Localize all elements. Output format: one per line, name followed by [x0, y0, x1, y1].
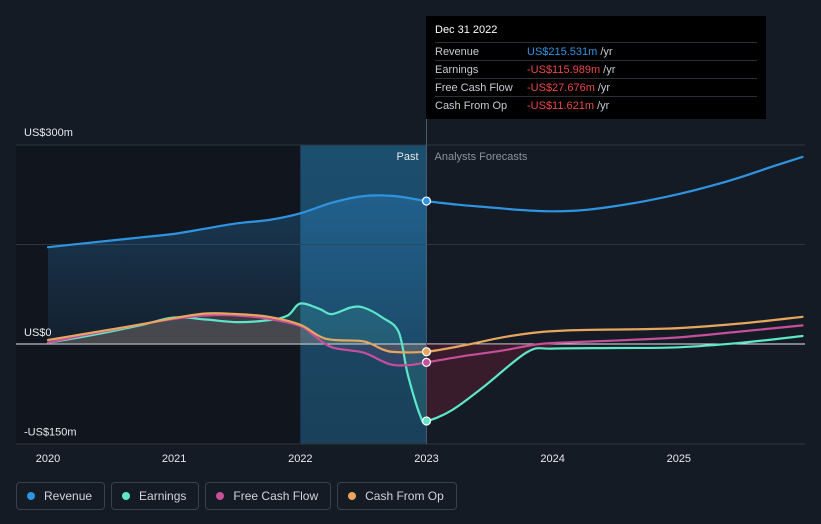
tooltip-row-label: Cash From Op [435, 99, 508, 112]
forecast-label: Analysts Forecasts [435, 151, 528, 163]
series-area [48, 303, 427, 421]
tooltip-row-value: -US$115.989m [527, 63, 601, 76]
marker-revenue [421, 196, 432, 206]
tooltip-row: Revenue US$215.531m/yr [435, 42, 757, 60]
data-tooltip: Dec 31 2022 Revenue US$215.531m/yr Earning… [426, 16, 766, 119]
legend-label: Revenue [44, 489, 93, 503]
x-tick-label: 2022 [288, 453, 312, 465]
tooltip-row-label: Free Cash Flow [435, 81, 513, 94]
marker-free-cash-flow [421, 357, 432, 367]
legend-label: Free Cash Flow [233, 489, 319, 503]
x-tick-label: 2025 [667, 453, 691, 465]
earnings-forecast-area [426, 344, 553, 421]
tooltip-row-unit: /yr [600, 45, 613, 58]
marker-cash-from-op [421, 347, 432, 357]
tooltip-row-value: -US$11.621m [527, 99, 595, 112]
x-tick-label: 2020 [36, 453, 60, 465]
legend-item-cash-from-op[interactable]: Cash From Op [337, 482, 457, 510]
tooltip-row: Free Cash Flow -US$27.676m/yr [435, 78, 757, 96]
legend-dot-icon [122, 492, 131, 500]
legend-item-free-cash-flow[interactable]: Free Cash Flow [205, 482, 332, 510]
line-cash-from-op [46, 312, 804, 354]
tooltip-date: Dec 31 2022 [435, 24, 498, 36]
legend-item-revenue[interactable]: Revenue [16, 482, 106, 510]
legend-dot-icon [348, 492, 357, 500]
tooltip-row-unit: /yr [603, 63, 616, 76]
revenue-area [48, 195, 427, 344]
tooltip-row-label: Earnings [435, 63, 479, 76]
y-tick-label: US$300m [24, 127, 73, 139]
tooltip-row-value: -US$27.676m [527, 81, 595, 94]
tooltip-row: Earnings -US$115.989m/yr [435, 60, 757, 78]
legend-item-earnings[interactable]: Earnings [111, 482, 200, 510]
tooltip-row-value: US$215.531m [527, 45, 598, 58]
legend-dot-icon [27, 492, 35, 500]
x-tick-label: 2023 [414, 453, 438, 465]
tooltip-row-unit: /yr [597, 99, 610, 112]
tooltip-row-unit: /yr [597, 81, 611, 94]
legend-label: Cash From Op [365, 489, 444, 503]
legend-dot-icon [216, 492, 225, 500]
y-tick-label: -US$150m [24, 427, 77, 439]
series-area [48, 315, 427, 366]
series-area [48, 313, 427, 353]
chart-legend: Revenue Earnings Free Cash Flow Cash From O… [16, 482, 457, 510]
tooltip-row-label: Revenue [435, 45, 480, 58]
x-tick-label: 2021 [162, 453, 186, 465]
tooltip-row: Cash From Op -US$11.621m/yr [435, 96, 757, 114]
marker-earnings [421, 416, 432, 426]
x-tick-label: 2024 [540, 453, 564, 465]
past-label: Past [396, 151, 418, 163]
y-tick-label: US$0 [24, 327, 52, 339]
legend-label: Earnings [139, 489, 187, 503]
